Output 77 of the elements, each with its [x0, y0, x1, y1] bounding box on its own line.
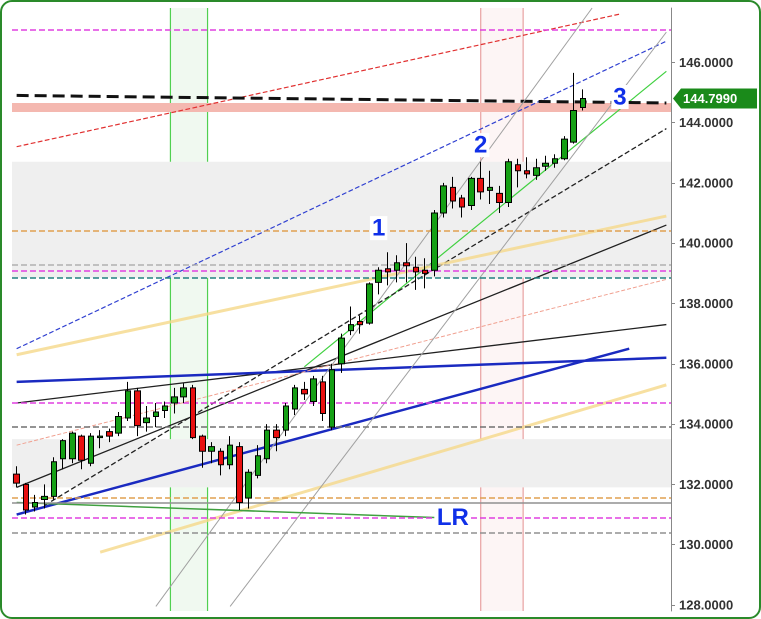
candlestick [329, 363, 335, 431]
candlestick [459, 194, 465, 218]
text: 144.7990 [683, 90, 738, 106]
candlestick [162, 400, 168, 419]
candlestick [431, 210, 438, 277]
candlestick [227, 436, 233, 470]
candlestick [134, 387, 141, 437]
candlestick [264, 424, 270, 464]
candlestick [88, 432, 94, 467]
candlestick [375, 266, 382, 295]
candlestick [273, 424, 280, 452]
candlestick [348, 306, 354, 336]
candlestick [524, 156, 530, 179]
candlestick [78, 434, 85, 470]
annotation: LR [436, 504, 469, 532]
candlestick [125, 381, 131, 422]
candlestick [357, 315, 363, 334]
annotation: 2 [474, 132, 488, 159]
candlestick [403, 242, 410, 283]
y-tick-label: 128.0000 [679, 597, 734, 612]
candlestick [310, 375, 317, 406]
y-tick-label: 140.0000 [679, 236, 734, 251]
candlestick [69, 431, 76, 464]
candlestick [143, 405, 150, 432]
candlestick [385, 252, 391, 286]
candlestick [106, 428, 113, 443]
candlestick [552, 154, 558, 168]
candlestick [440, 182, 447, 218]
candlestick [32, 494, 38, 512]
candlestick [570, 72, 577, 144]
y-tick-label: 144.0000 [679, 115, 734, 130]
y-tick-label: 136.0000 [679, 356, 734, 372]
candlestick [580, 88, 586, 112]
candlestick [320, 375, 326, 422]
candlestick [394, 254, 400, 283]
y-tick-label: 146.0000 [679, 54, 734, 70]
candlestick [561, 136, 568, 161]
candlestick [180, 382, 187, 404]
candlestick [366, 282, 373, 326]
candlestick [97, 430, 103, 449]
candlestick [153, 402, 159, 428]
y-tick-label: 138.0000 [679, 296, 734, 311]
annotation: 3 [613, 83, 627, 110]
candlestick [505, 158, 512, 208]
candlestick [41, 484, 48, 509]
candlestick [413, 256, 419, 290]
candlestick [301, 381, 308, 400]
candlestick [13, 466, 20, 488]
y-tick-label: 130.0000 [679, 537, 734, 552]
candlestick [115, 412, 122, 437]
y-tick-label: 142.0000 [679, 175, 734, 190]
candlestick [533, 158, 540, 180]
candlestick [218, 448, 224, 476]
candlestick [496, 185, 503, 214]
candlestick [487, 170, 493, 204]
candlestick [171, 387, 178, 414]
candlestick [255, 444, 261, 479]
candlestick [199, 434, 206, 468]
candlestick [292, 384, 298, 416]
candlestick [468, 176, 475, 211]
annotation: 1 [372, 214, 386, 242]
y-tick-label: 134.0000 [679, 416, 734, 432]
candlestick [236, 442, 243, 510]
candlestick [245, 468, 252, 509]
candlestick [60, 438, 66, 470]
candlestick [51, 456, 57, 500]
candlestick [283, 402, 289, 437]
candlestick [477, 161, 484, 200]
candlestick [515, 158, 521, 188]
candlestick [450, 176, 456, 209]
y-tick-label: 132.0000 [679, 476, 734, 492]
candlestick [208, 442, 215, 464]
candlestick [422, 258, 428, 289]
candlestick [542, 155, 549, 172]
candlestick [190, 384, 196, 440]
candlestick [338, 333, 345, 374]
candlestick [23, 482, 29, 516]
